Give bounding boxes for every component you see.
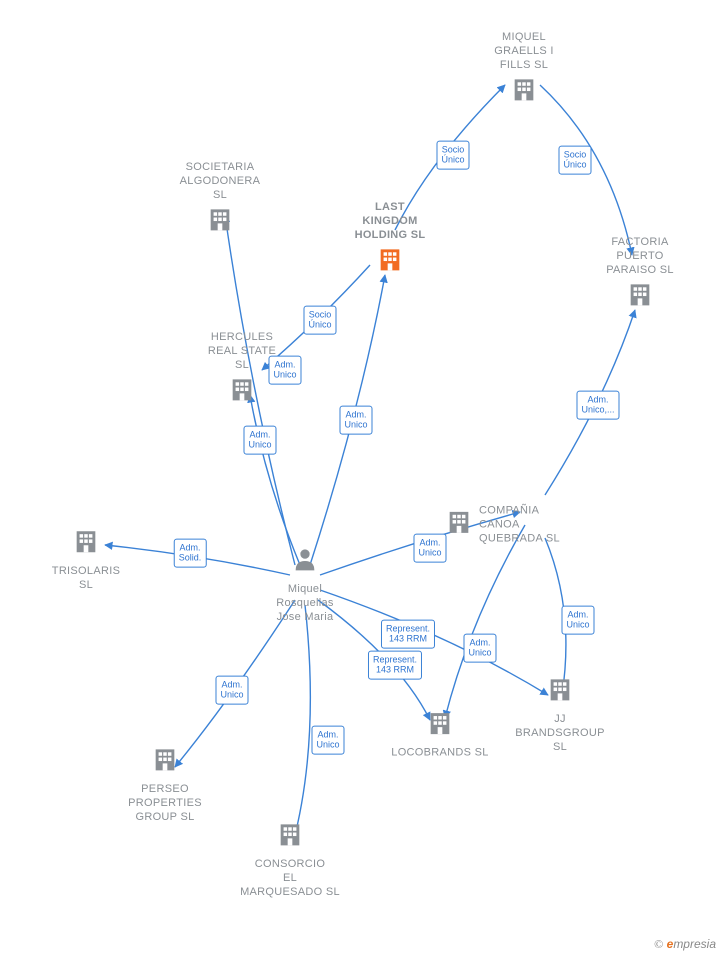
edge-person-to-societaria [225,215,295,565]
footer-credit: © empresia [654,937,716,952]
edge-person-to-trisolaris [105,545,290,575]
edge-canoa-to-locobrands [445,525,525,718]
edge-person-to-jj_brands [320,590,548,695]
edge-person-to-consorcio [293,605,310,843]
edge-person-to-locobrands [318,600,430,720]
edge-person-to-last_kingdom [310,275,385,565]
edge-last_kingdom-to-hercules [262,265,370,370]
edge-person-to-canoa [320,512,520,575]
edge-miquel_graells-to-factoria [540,85,632,255]
brand-rest: mpresia [673,937,716,951]
edge-last_kingdom-to-miquel_graells [395,85,505,230]
edge-person-to-perseo [175,600,295,767]
edge-canoa-to-jj_brands [545,538,566,695]
edge-canoa-to-factoria [545,310,635,495]
copyright-symbol: © [654,937,663,951]
diagram-canvas [0,0,728,960]
